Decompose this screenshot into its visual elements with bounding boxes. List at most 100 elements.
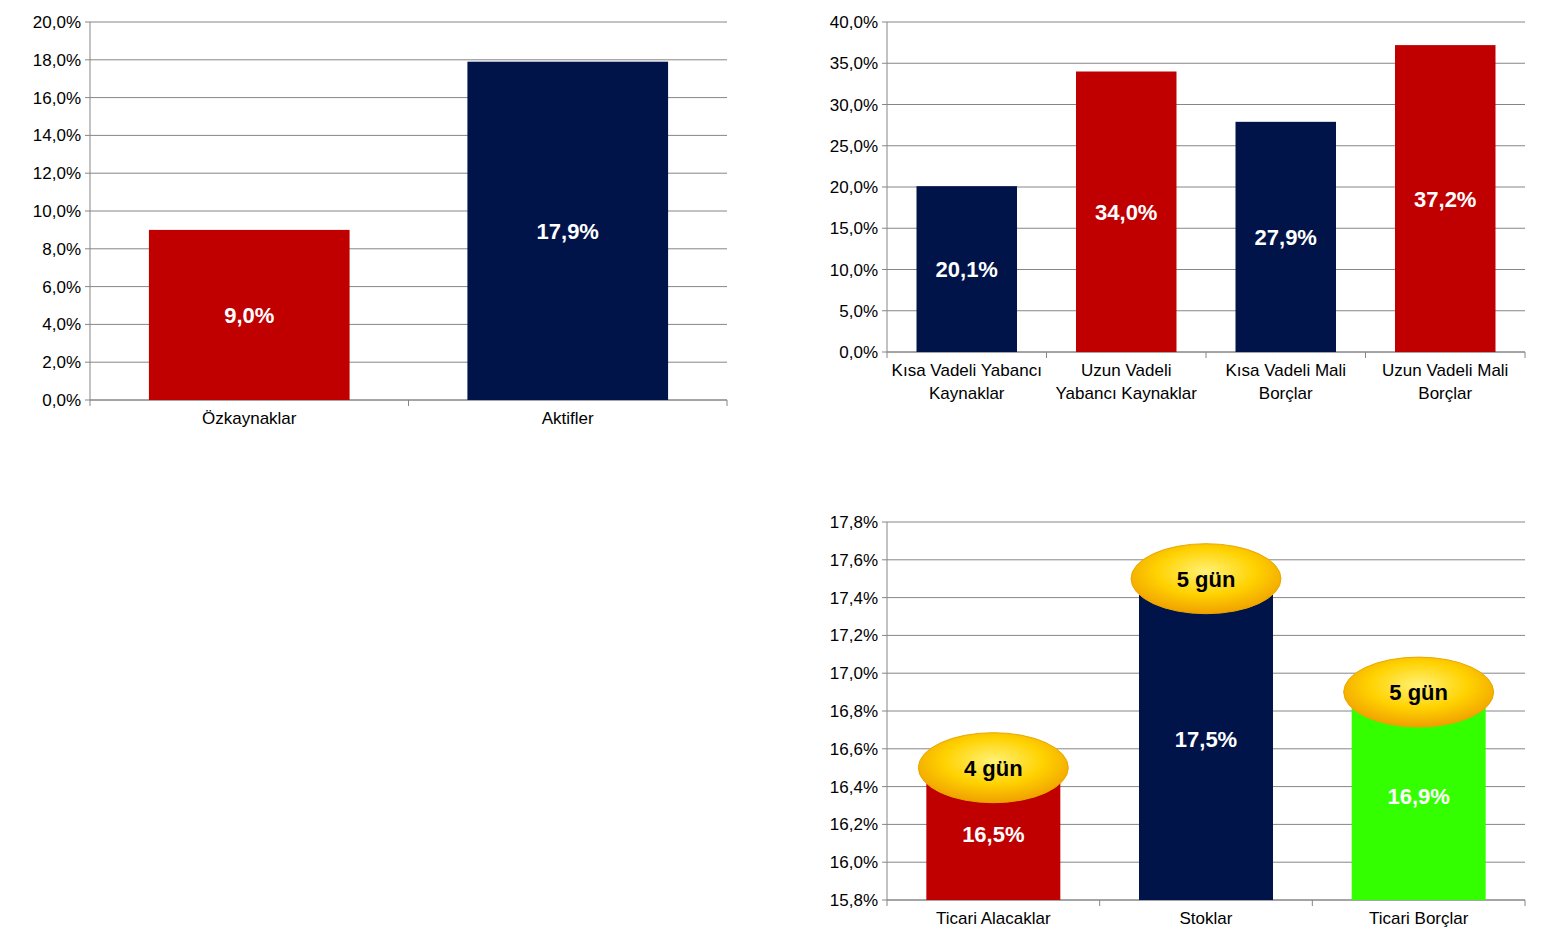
category-label: Ticari Alacaklar xyxy=(936,909,1051,928)
tick-mark xyxy=(882,187,887,188)
tick-mark xyxy=(882,673,887,674)
tick-label: 2,0% xyxy=(42,353,81,372)
category-label-line: Borçlar xyxy=(1259,384,1313,403)
tick-mark xyxy=(882,824,887,825)
tick-mark xyxy=(882,269,887,270)
category-label-line: Borçlar xyxy=(1418,384,1472,403)
background xyxy=(0,0,1547,950)
tick-label: 16,0% xyxy=(830,853,878,872)
category-tick xyxy=(408,400,409,406)
data-label: 9,0% xyxy=(224,303,274,328)
bars xyxy=(917,45,1496,352)
tick-mark xyxy=(85,324,90,325)
tick-mark xyxy=(882,635,887,636)
category-label-line: Ticari Borçlar xyxy=(1369,909,1469,928)
tick-mark xyxy=(882,104,887,105)
tick-mark xyxy=(85,97,90,98)
data-label: 20,1% xyxy=(936,257,998,282)
tick-mark xyxy=(882,559,887,560)
labels: 20,1% Kısa Vadeli Yabancı Kaynaklar 34,0% Uz… xyxy=(892,187,1509,403)
annotation-badge xyxy=(918,733,1068,803)
chart: 0,0%5,0%10,0%15,0%20,0%25,0%30,0%35,0%40… xyxy=(830,13,1525,403)
bar xyxy=(149,230,350,400)
bars xyxy=(149,62,668,400)
tick-label: 4,0% xyxy=(42,315,81,334)
category-label-line: Aktifler xyxy=(542,409,594,428)
category-tick xyxy=(1099,900,1100,906)
tick-mark xyxy=(85,400,90,401)
tick-label: 16,4% xyxy=(830,778,878,797)
grid-line xyxy=(887,22,1525,23)
category-tick xyxy=(90,400,91,406)
category-tick xyxy=(887,900,888,906)
category-tick xyxy=(1312,900,1313,906)
category-tick xyxy=(1365,352,1366,358)
tick-label: 17,2% xyxy=(830,626,878,645)
data-label: 34,0% xyxy=(1095,200,1157,225)
tick-mark xyxy=(85,248,90,249)
category-label-line: Kısa Vadeli Yabancı xyxy=(892,361,1042,380)
tick-mark xyxy=(882,352,887,353)
tick-mark xyxy=(882,711,887,712)
tick-label: 17,0% xyxy=(830,664,878,683)
tick-mark xyxy=(882,22,887,23)
tick-label: 17,6% xyxy=(830,551,878,570)
bar xyxy=(467,62,668,400)
category-label: Kısa Vadeli Mali Borçlar xyxy=(1225,361,1346,403)
tick-mark xyxy=(85,59,90,60)
grid-line xyxy=(887,522,1525,523)
page: 0,0%2,0%4,0%6,0%8,0%10,0%12,0%14,0%16,0%… xyxy=(0,0,1547,950)
category-tick xyxy=(1046,352,1047,358)
category-label-line: Stoklar xyxy=(1180,909,1233,928)
annotation-badge xyxy=(1131,544,1281,614)
bar xyxy=(917,186,1017,352)
category-label: Kısa Vadeli Yabancı Kaynaklar xyxy=(892,361,1042,403)
data-label: 37,2% xyxy=(1414,187,1476,212)
data-label: 16,5% xyxy=(962,822,1024,847)
annotation: 5 gün xyxy=(1389,680,1448,705)
category-tick xyxy=(1525,900,1526,906)
tick-label: 20,0% xyxy=(33,13,81,32)
tick-label: 15,8% xyxy=(830,891,878,910)
category-tick xyxy=(1206,352,1207,358)
tick-label: 8,0% xyxy=(42,240,81,259)
tick-label: 12,0% xyxy=(33,164,81,183)
tick-mark xyxy=(85,362,90,363)
tick-label: 18,0% xyxy=(33,51,81,70)
tick-mark xyxy=(882,310,887,311)
tick-mark xyxy=(85,211,90,212)
category-label: Uzun VadeliYabancı Kaynaklar xyxy=(1056,361,1198,403)
tick-mark xyxy=(85,22,90,23)
category-label-line: Kısa Vadeli Mali xyxy=(1225,361,1346,380)
tick-label: 35,0% xyxy=(830,54,878,73)
tick-label: 16,2% xyxy=(830,815,878,834)
tick-mark xyxy=(85,135,90,136)
annotation-badge xyxy=(1344,657,1494,727)
tick-label: 17,4% xyxy=(830,589,878,608)
grid-line xyxy=(90,59,727,60)
category-label-line: Kaynaklar xyxy=(929,384,1005,403)
data-label: 27,9% xyxy=(1255,225,1317,250)
tick-label: 10,0% xyxy=(830,261,878,280)
y-axis xyxy=(90,22,91,400)
bar xyxy=(1236,122,1336,352)
tick-mark xyxy=(85,286,90,287)
category-label-line: Uzun Vadeli Mali xyxy=(1382,361,1508,380)
chart: 15,8%16,0%16,2%16,4%16,6%16,8%17,0%17,2%… xyxy=(830,513,1525,928)
tick-label: 25,0% xyxy=(830,137,878,156)
tick-label: 40,0% xyxy=(830,13,878,32)
tick-mark xyxy=(882,228,887,229)
labels: 9,0%Özkaynaklar17,9%Aktifler xyxy=(202,219,599,428)
tick-mark xyxy=(882,145,887,146)
category-label-line: Ticari Alacaklar xyxy=(936,909,1051,928)
bar xyxy=(1139,579,1273,900)
tick-mark xyxy=(85,173,90,174)
tick-label: 5,0% xyxy=(839,302,878,321)
tick-label: 16,0% xyxy=(33,89,81,108)
tick-mark xyxy=(882,786,887,787)
tick-mark xyxy=(882,748,887,749)
category-label: Ticari Borçlar xyxy=(1369,909,1469,928)
data-label: 17,9% xyxy=(537,219,599,244)
annotation: 4 gün xyxy=(964,756,1023,781)
tick-label: 16,6% xyxy=(830,740,878,759)
